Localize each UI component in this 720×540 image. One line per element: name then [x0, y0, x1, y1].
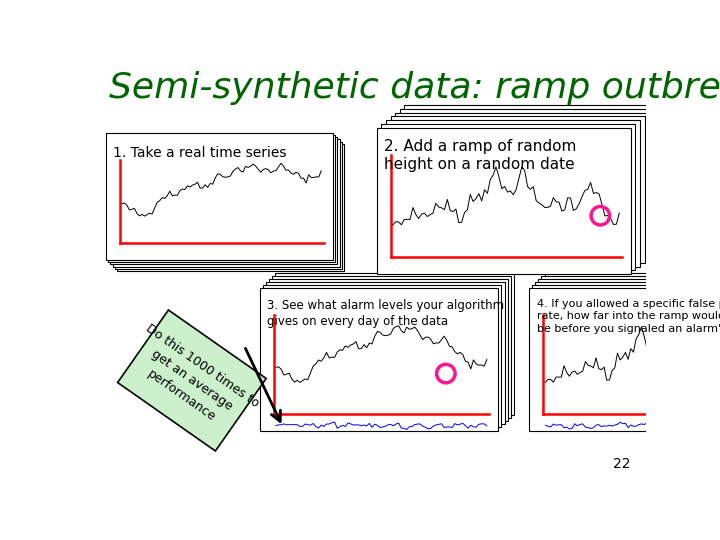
Bar — [544, 273, 720, 415]
Bar — [266, 282, 505, 424]
Bar — [386, 120, 640, 267]
Bar — [541, 276, 720, 418]
Bar — [260, 288, 498, 430]
FancyArrowPatch shape — [246, 348, 281, 421]
Bar — [106, 132, 333, 260]
Bar — [272, 276, 510, 418]
Bar — [263, 285, 501, 428]
Text: 3. See what alarm levels your algorithm
gives on every day of the data: 3. See what alarm levels your algorithm … — [267, 299, 505, 328]
Bar — [115, 142, 342, 269]
Text: Semi-synthetic data: ramp outbreaks: Semi-synthetic data: ramp outbreaks — [109, 71, 720, 105]
Bar — [532, 285, 720, 428]
Text: 4. If you allowed a specific false pos
rate, how far into the ramp would
be befo: 4. If you allowed a specific false pos r… — [537, 299, 720, 334]
Bar — [405, 105, 659, 251]
Bar — [529, 288, 720, 430]
Bar — [400, 109, 654, 255]
Bar — [108, 135, 335, 262]
Bar — [390, 117, 644, 262]
Text: Do this 1000 times to
get an average
performance: Do this 1000 times to get an average per… — [122, 322, 261, 440]
Bar — [110, 137, 338, 264]
Bar — [377, 128, 631, 274]
Bar — [275, 273, 514, 415]
Bar — [117, 144, 344, 271]
Bar — [112, 139, 340, 267]
Bar — [269, 279, 508, 421]
Polygon shape — [117, 310, 266, 451]
Text: 22: 22 — [613, 457, 631, 471]
Text: 2. Add a ramp of random
height on a random date: 2. Add a ramp of random height on a rand… — [384, 139, 577, 172]
Bar — [539, 279, 720, 421]
Text: 1. Take a real time series: 1. Take a real time series — [113, 146, 287, 160]
Bar — [535, 282, 720, 424]
Bar — [382, 124, 636, 271]
Bar — [395, 112, 649, 259]
